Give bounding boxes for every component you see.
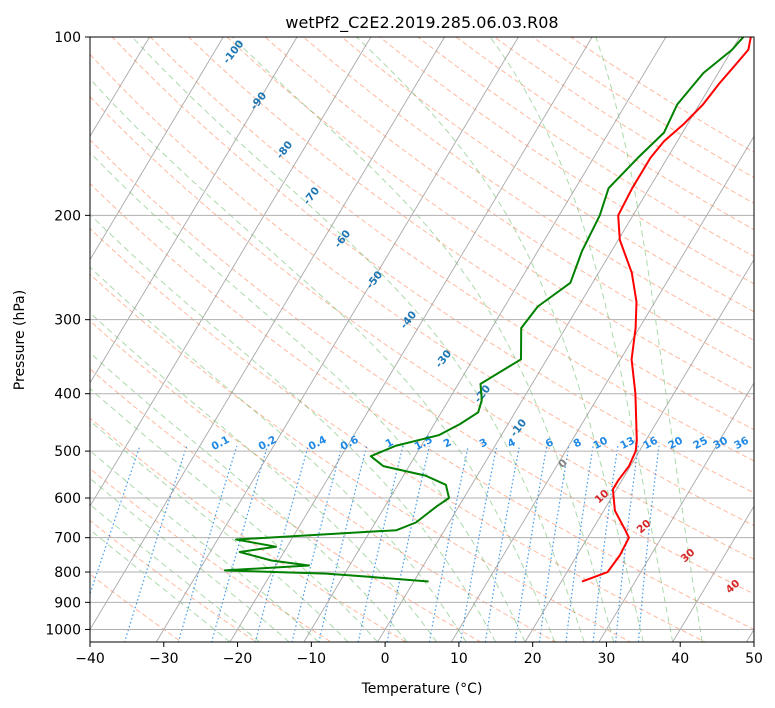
grid-lines [90,37,754,642]
isotherm-line [229,37,593,642]
moist-adiabat [90,420,349,642]
x-tick-label: −10 [297,651,327,667]
isotherm-line [155,37,519,642]
moist-adiabat [231,37,615,642]
mixing-ratio-line [254,445,309,642]
x-tick-label: −30 [149,651,179,667]
moist-adiabat [489,37,674,642]
dry-adiabat [90,368,482,642]
dry-adiabat [264,37,754,371]
mixing-ratio-line [318,445,368,642]
plot-frame [89,36,755,643]
mixing-ratio-line [291,445,343,642]
isotherm-line [672,505,754,642]
dry-adiabat [90,573,183,642]
x-tick-label: −40 [75,651,105,667]
moist-adiabat [356,37,644,642]
y-tick-label: 100 [54,30,81,46]
moist-adiabat [90,151,526,642]
temperature-profile [581,37,752,583]
isotherm-line [450,135,754,642]
y-tick-label: 600 [54,491,81,507]
y-tick-label: 1000 [45,622,81,638]
y-tick-label: 900 [54,595,81,611]
isotherm-line [598,382,754,642]
sounding-lines [223,37,752,583]
x-axis-title: Temperature (°C) [361,681,483,697]
isotherm-line [524,258,754,642]
x-tick-label: 30 [598,651,616,667]
isotherm-line [90,37,298,384]
moist-adiabat [90,477,290,642]
moist-adiabat [595,37,703,642]
isotherm-line [90,37,151,138]
dry-adiabat [90,182,754,630]
y-tick-label: 200 [54,208,81,224]
moist-adiabat [90,266,467,642]
isotherm-line [90,37,446,631]
moist-adiabat [90,311,437,642]
y-tick-label: 800 [54,565,81,581]
y-tick-label: 700 [54,531,81,547]
x-tick-label: 0 [381,651,390,667]
y-axis-title: Pressure (hPa) [12,290,28,390]
mixing-ratio-line [90,445,141,597]
dry-adiabat [188,37,754,431]
moist-adiabat [90,213,497,642]
isotherm-line [90,37,372,508]
axes: −40 −30 −20 −10 0 10 20 30 40 50 100 200 300 400 500 60… [45,30,763,667]
dry-adiabat [90,519,258,642]
moist-adiabat [90,387,378,642]
x-tick-label: 50 [745,651,763,667]
y-tick-label: 300 [54,313,81,329]
dry-adiabat [150,37,754,462]
moist-adiabat [90,78,556,642]
isotherm-line [303,37,667,642]
x-tick-label: 10 [450,651,468,667]
y-tick-label: 400 [54,387,81,403]
isotherm-line [90,37,224,261]
x-tick-label: 40 [671,651,689,667]
isotherm-line [377,37,741,642]
moist-adiabat [131,37,585,642]
dewpoint-profile [223,37,745,583]
moist-adiabat [90,450,319,642]
x-tick-label: 20 [524,651,542,667]
chart-title: wetPf2_C2E2.2019.285.06.03.R08 [285,13,558,33]
x-tick-label: −20 [223,651,253,667]
y-tick-label: 500 [54,444,81,460]
